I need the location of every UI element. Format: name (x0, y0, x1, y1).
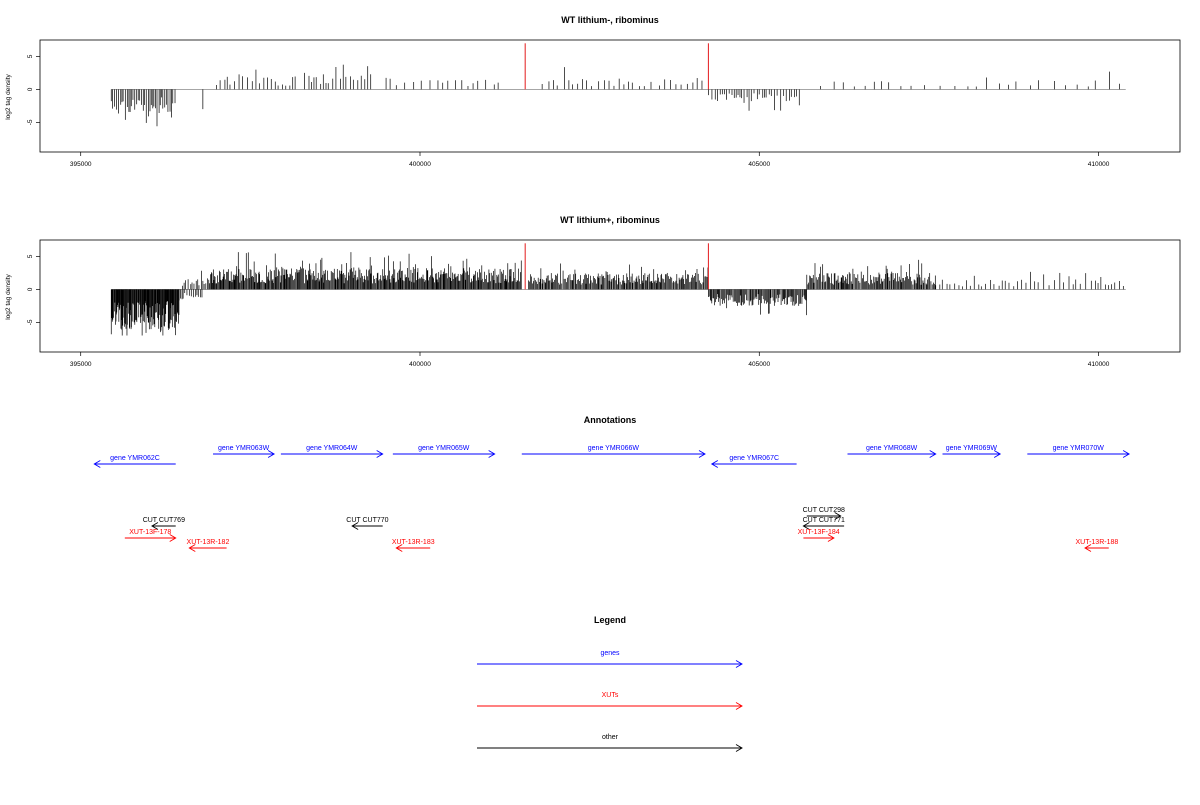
panel-title: WT lithium-, ribominus (561, 15, 659, 25)
feature-arrowhead (710, 460, 719, 468)
legend-arrowhead (735, 744, 743, 752)
annotation-feature: gene YMR063W (213, 445, 276, 458)
legend-arrowhead (735, 660, 743, 668)
feature-arrowhead (929, 450, 937, 458)
y-axis-label: log2 tag density (5, 73, 12, 119)
feature-label: XUT-13F-184 (798, 529, 840, 536)
legend-arrowhead (735, 702, 743, 710)
x-tick-label: 405000 (748, 361, 770, 368)
annotation-feature: gene YMR066W (521, 445, 706, 458)
annotation-feature: gene YMR064W (280, 445, 384, 458)
axis-ticks: 395000 400000 405000 410000 5 0 -5 (27, 54, 1110, 168)
annotation-feature: gene YMR070W (1027, 445, 1131, 458)
annotation-feature: gene YMR065W (392, 445, 496, 458)
feature-label: gene YMR068W (866, 445, 918, 452)
feature-label: XUT-13R-182 (187, 539, 230, 546)
plot-frame (39, 39, 1181, 153)
x-tick-label: 395000 (70, 361, 92, 368)
feature-label: gene YMR064W (306, 445, 358, 452)
feature-arrowhead (1122, 450, 1131, 458)
feature-arrowhead (188, 544, 196, 552)
y-tick-label: 0 (27, 287, 34, 291)
y-tick-label: 5 (27, 54, 34, 58)
feature-arrowhead (698, 450, 706, 458)
annotation-feature: gene YMR069W (942, 445, 1002, 458)
feature-label: XUT-13R-188 (1075, 539, 1118, 546)
annotation-feature: XUT-13R-188 (1075, 539, 1118, 552)
feature-label: CUT CUT769 (143, 517, 185, 524)
feature-label: gene YMR062C (110, 455, 160, 462)
legend-title: Legend (594, 615, 626, 625)
feature-arrowhead (169, 534, 177, 542)
feature-label: CUT CUT770 (346, 517, 388, 524)
panel-lithium-plus: WT lithium+, ribominus log2 tag density … (5, 215, 1181, 368)
annotation-feature: gene YMR067C (710, 455, 797, 468)
annotations-title: Annotations (584, 415, 637, 425)
x-tick-label: 400000 (409, 161, 431, 168)
x-tick-label: 405000 (748, 161, 770, 168)
feature-label: gene YMR070W (1053, 445, 1105, 452)
legend-label: XUTs (602, 692, 619, 699)
panel-title: WT lithium+, ribominus (560, 215, 660, 225)
panel-lithium-minus: WT lithium-, ribominus log2 tag density … (5, 15, 1181, 168)
x-tick-label: 410000 (1088, 361, 1110, 368)
annotation-feature: CUT CUT771 (802, 517, 845, 530)
feature-label: CUT CUT298 (803, 507, 845, 514)
feature-arrowhead (93, 460, 101, 468)
feature-arrowhead (1084, 544, 1092, 552)
feature-arrowhead (802, 522, 810, 530)
feature-label: XUT-13F-178 (129, 529, 171, 536)
legend-label: genes (600, 650, 620, 657)
annotation-feature: gene YMR068W (847, 445, 937, 458)
legend: Legend genes XUTs other (477, 615, 743, 752)
feature-arrowhead (488, 450, 496, 458)
annotation-feature: CUT CUT770 (346, 517, 389, 530)
y-axis-label: log2 tag density (5, 273, 12, 319)
axis-ticks: 395000 400000 405000 410000 5 0 -5 (27, 254, 1110, 368)
annotation-feature: XUT-13R-182 (187, 539, 230, 552)
feature-arrowhead (834, 512, 842, 520)
x-tick-label: 410000 (1088, 161, 1110, 168)
annotation-feature: XUT-13F-184 (798, 529, 840, 542)
annotation-features: gene YMR062C gene YMR063W gene YMR064W gene… (93, 445, 1131, 552)
y-tick-label: 0 (27, 87, 34, 91)
legend-label: other (602, 734, 619, 741)
y-tick-label: 5 (27, 254, 34, 258)
annotation-feature: XUT-13R-183 (392, 539, 435, 552)
legend-items: genes XUTs other (477, 650, 743, 752)
annotation-feature: CUT CUT298 (803, 507, 845, 520)
feature-label: gene YMR063W (218, 445, 270, 452)
feature-label: gene YMR066W (588, 445, 640, 452)
y-tick-label: -5 (27, 319, 34, 325)
feature-label: CUT CUT771 (803, 517, 845, 524)
feature-label: gene YMR065W (418, 445, 470, 452)
annotation-feature: CUT CUT769 (143, 517, 185, 530)
feature-arrowhead (376, 450, 384, 458)
feature-arrowhead (395, 544, 403, 552)
feature-label: XUT-13R-183 (392, 539, 435, 546)
x-tick-label: 395000 (70, 161, 92, 168)
feature-arrowhead (827, 534, 835, 542)
legend-item: genes (477, 650, 743, 668)
annotation-feature: XUT-13F-178 (124, 529, 177, 542)
feature-arrowhead (267, 450, 276, 458)
coverage-bars (110, 43, 1126, 127)
feature-label: gene YMR069W (946, 445, 998, 452)
feature-arrowhead (151, 522, 159, 530)
legend-item: XUTs (477, 692, 743, 710)
x-tick-label: 400000 (409, 361, 431, 368)
plot-frame (39, 239, 1181, 353)
feature-label: gene YMR067C (729, 455, 779, 462)
feature-arrowhead (351, 522, 359, 530)
legend-item: other (477, 734, 743, 752)
coverage-bars (110, 243, 1126, 336)
y-tick-label: -5 (27, 119, 34, 125)
annotation-feature: gene YMR062C (93, 455, 176, 468)
feature-arrowhead (993, 450, 1002, 458)
